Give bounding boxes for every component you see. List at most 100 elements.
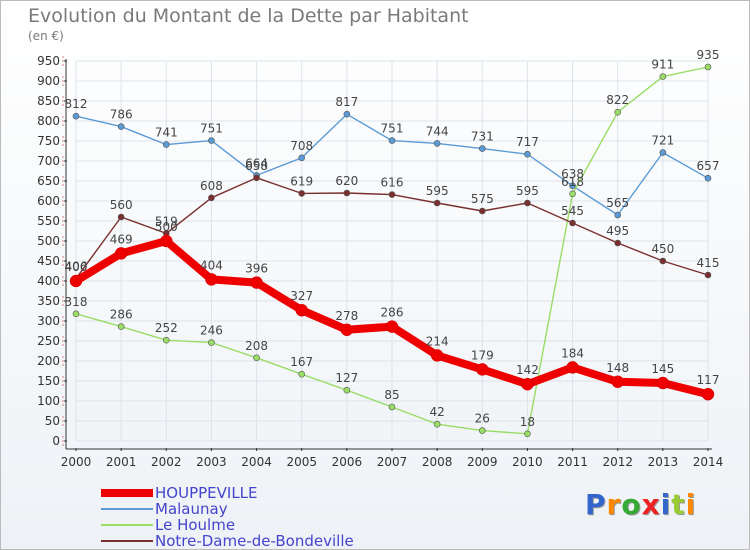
data-label-malaunay: 664 xyxy=(245,156,268,170)
legend-item-houppeville: HOUPPEVILLE xyxy=(101,485,354,501)
data-point-malaunay xyxy=(524,150,531,158)
data-point-malaunay xyxy=(659,149,667,156)
legend-label-le-houlme: Le Houlme xyxy=(155,516,236,534)
data-label-le-houlme: 286 xyxy=(110,308,133,322)
x-tick-label: 2004 xyxy=(241,455,272,469)
data-label-houppeville: 327 xyxy=(290,289,313,303)
data-label-houppeville: 396 xyxy=(245,262,268,276)
legend-item-notre-dame-de-bondeville: Notre-Dame-de-Bondeville xyxy=(101,533,354,549)
data-point-houppeville xyxy=(521,377,534,391)
y-tick-label: 700 xyxy=(37,154,60,168)
logo-letter: o xyxy=(621,488,642,521)
data-point-houppeville xyxy=(205,273,218,286)
x-tick-label: 2012 xyxy=(602,455,633,469)
logo-letter: t xyxy=(671,488,686,521)
data-label-le-houlme: 208 xyxy=(245,339,268,353)
data-label-malaunay: 657 xyxy=(697,159,720,173)
data-point-notre-dame-de-bondeville xyxy=(253,174,260,182)
legend-label-malaunay: Malaunay xyxy=(155,500,228,518)
data-point-malaunay xyxy=(569,182,576,190)
x-tick-label: 2009 xyxy=(467,455,498,469)
data-point-houppeville xyxy=(566,361,579,374)
data-label-malaunay: 744 xyxy=(426,124,449,138)
data-label-notre-dame-de-bondeville: 545 xyxy=(561,204,584,218)
logo-letter: i xyxy=(660,488,672,521)
chart-subtitle: (en €) xyxy=(28,29,64,43)
data-label-malaunay: 751 xyxy=(200,122,223,136)
data-label-houppeville: 400 xyxy=(65,260,88,274)
data-label-notre-dame-de-bondeville: 560 xyxy=(110,198,133,212)
data-label-malaunay: 812 xyxy=(65,97,88,111)
data-point-houppeville xyxy=(701,387,715,401)
x-tick-label: 2011 xyxy=(557,455,588,469)
y-tick-label: 300 xyxy=(37,314,60,328)
chart-title: Evolution du Montant de la Dette par Hab… xyxy=(28,5,469,27)
data-point-notre-dame-de-bondeville xyxy=(478,207,486,215)
data-label-notre-dame-de-bondeville: 450 xyxy=(651,242,674,256)
data-point-notre-dame-de-bondeville xyxy=(704,271,712,279)
data-label-le-houlme: 246 xyxy=(200,324,223,338)
data-point-notre-dame-de-bondeville xyxy=(298,190,306,197)
x-tick-label: 2006 xyxy=(332,455,363,469)
data-label-le-houlme: 42 xyxy=(430,405,445,419)
data-label-le-houlme: 822 xyxy=(606,93,629,107)
data-label-le-houlme: 167 xyxy=(290,355,313,369)
data-point-malaunay xyxy=(117,123,125,130)
y-tick-label: 400 xyxy=(37,274,60,288)
data-label-houppeville: 142 xyxy=(516,363,539,377)
logo-letter: P xyxy=(585,488,607,521)
x-tick-label: 2000 xyxy=(61,455,92,469)
data-point-notre-dame-de-bondeville xyxy=(117,213,125,221)
data-point-le-houlme xyxy=(433,420,441,428)
data-labels: 812 786 741 751 664 708 817 751 744 731 717 638 565 7… xyxy=(65,48,720,429)
data-point-houppeville xyxy=(250,276,263,289)
legend-swatch-malaunay xyxy=(101,508,153,510)
logo-letter: r xyxy=(606,488,622,521)
y-tick-label: 0 xyxy=(52,434,60,448)
data-point-le-houlme xyxy=(478,427,486,434)
data-label-houppeville: 500 xyxy=(155,220,178,234)
data-point-malaunay xyxy=(614,211,622,219)
data-point-houppeville xyxy=(69,274,83,288)
data-label-notre-dame-de-bondeville: 608 xyxy=(200,179,223,193)
data-point-le-houlme xyxy=(524,430,531,438)
data-point-houppeville xyxy=(611,375,624,389)
data-label-le-houlme: 85 xyxy=(384,388,399,402)
data-label-houppeville: 148 xyxy=(606,361,629,375)
y-tick-label: 450 xyxy=(37,254,60,268)
legend-label-houppeville: HOUPPEVILLE xyxy=(155,484,258,502)
y-tick-label: 900 xyxy=(37,74,60,88)
data-label-le-houlme: 935 xyxy=(697,48,720,62)
logo-letter: i xyxy=(685,488,697,521)
y-tick-label: 650 xyxy=(37,174,60,188)
proxiti-logo: Proxiti xyxy=(585,488,696,521)
y-tick-label: 50 xyxy=(45,414,60,428)
data-point-le-houlme xyxy=(298,370,306,378)
x-tick-label: 2010 xyxy=(512,455,543,469)
y-tick-label: 500 xyxy=(37,234,60,248)
data-label-malaunay: 721 xyxy=(651,134,674,148)
data-point-le-houlme xyxy=(704,63,712,71)
data-point-malaunay xyxy=(478,145,486,152)
logo-letter: x xyxy=(641,488,661,521)
data-point-notre-dame-de-bondeville xyxy=(343,189,351,197)
y-tick-label: 150 xyxy=(37,374,60,388)
data-point-notre-dame-de-bondeville xyxy=(524,199,531,207)
data-point-notre-dame-de-bondeville xyxy=(208,194,215,202)
x-tick-label: 2014 xyxy=(693,455,724,469)
data-point-houppeville xyxy=(656,376,670,390)
y-tick-label: 250 xyxy=(37,334,60,348)
x-tick-label: 2003 xyxy=(196,455,227,469)
y-tick-label: 950 xyxy=(37,54,60,68)
data-point-houppeville xyxy=(476,363,489,376)
data-label-le-houlme: 18 xyxy=(520,415,535,429)
axes: 0 50 100 150 200 250 300 350 400 450 500 550 600 650 7… xyxy=(37,54,723,469)
data-label-malaunay: 638 xyxy=(561,167,584,181)
data-point-le-houlme xyxy=(72,310,80,318)
data-label-malaunay: 751 xyxy=(381,122,404,136)
data-point-le-houlme xyxy=(253,354,260,362)
data-label-houppeville: 117 xyxy=(697,373,720,387)
data-label-houppeville: 278 xyxy=(335,309,358,323)
